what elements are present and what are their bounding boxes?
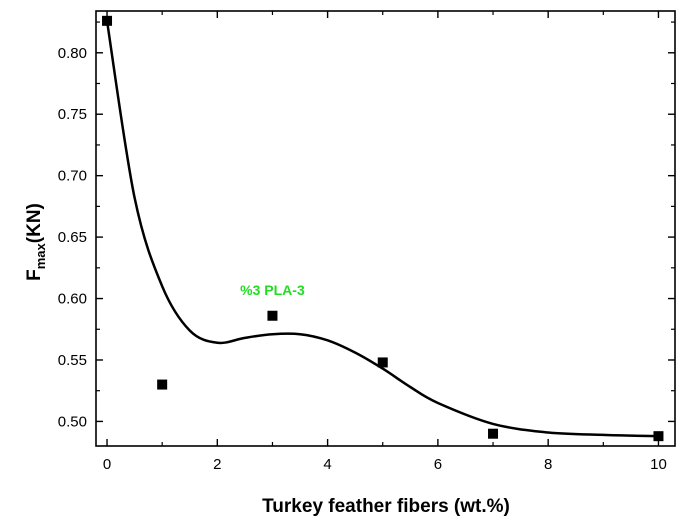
data-point: [102, 15, 113, 26]
x-tick-label: 2: [213, 456, 221, 473]
y-tick-label: 0.55: [58, 352, 87, 369]
y-tick-label: 0.80: [58, 45, 87, 62]
y-tick-label: 0.75: [58, 106, 87, 123]
data-point: [157, 379, 168, 390]
y-tick-label: 0.65: [58, 229, 87, 246]
data-point: [377, 357, 388, 368]
fit-curve: [105, 20, 659, 438]
y-axis-title: Fmax(KN): [24, 203, 48, 281]
x-tick-label: 4: [323, 456, 331, 473]
data-point: [653, 431, 664, 442]
x-axis-title: Turkey feather fibers (wt.%): [262, 496, 510, 517]
y-tick-label: 0.60: [58, 291, 87, 308]
y-tick-label: 0.50: [58, 413, 87, 430]
tick-labels: 0 2 4 6 8 10 0.50 0.55 0.60 0.65 0.70 0.75 0.80: [58, 45, 667, 473]
y-axis-title-main: F: [24, 269, 45, 281]
annotation-label: %3 PLA-3: [240, 282, 305, 298]
x-tick-label: 6: [434, 456, 442, 473]
x-tick-label: 10: [650, 456, 667, 473]
data-point: [267, 310, 278, 321]
x-tick-label: 8: [544, 456, 552, 473]
axis-ticks: [96, 11, 675, 446]
y-tick-label: 0.70: [58, 168, 87, 185]
x-tick-label: 0: [103, 456, 111, 473]
y-axis-title-sub: max: [33, 242, 48, 269]
y-axis-title-unit: (KN): [24, 203, 45, 243]
plot-frame: [95, 10, 676, 447]
data-points: [102, 15, 664, 442]
data-point: [488, 428, 499, 439]
